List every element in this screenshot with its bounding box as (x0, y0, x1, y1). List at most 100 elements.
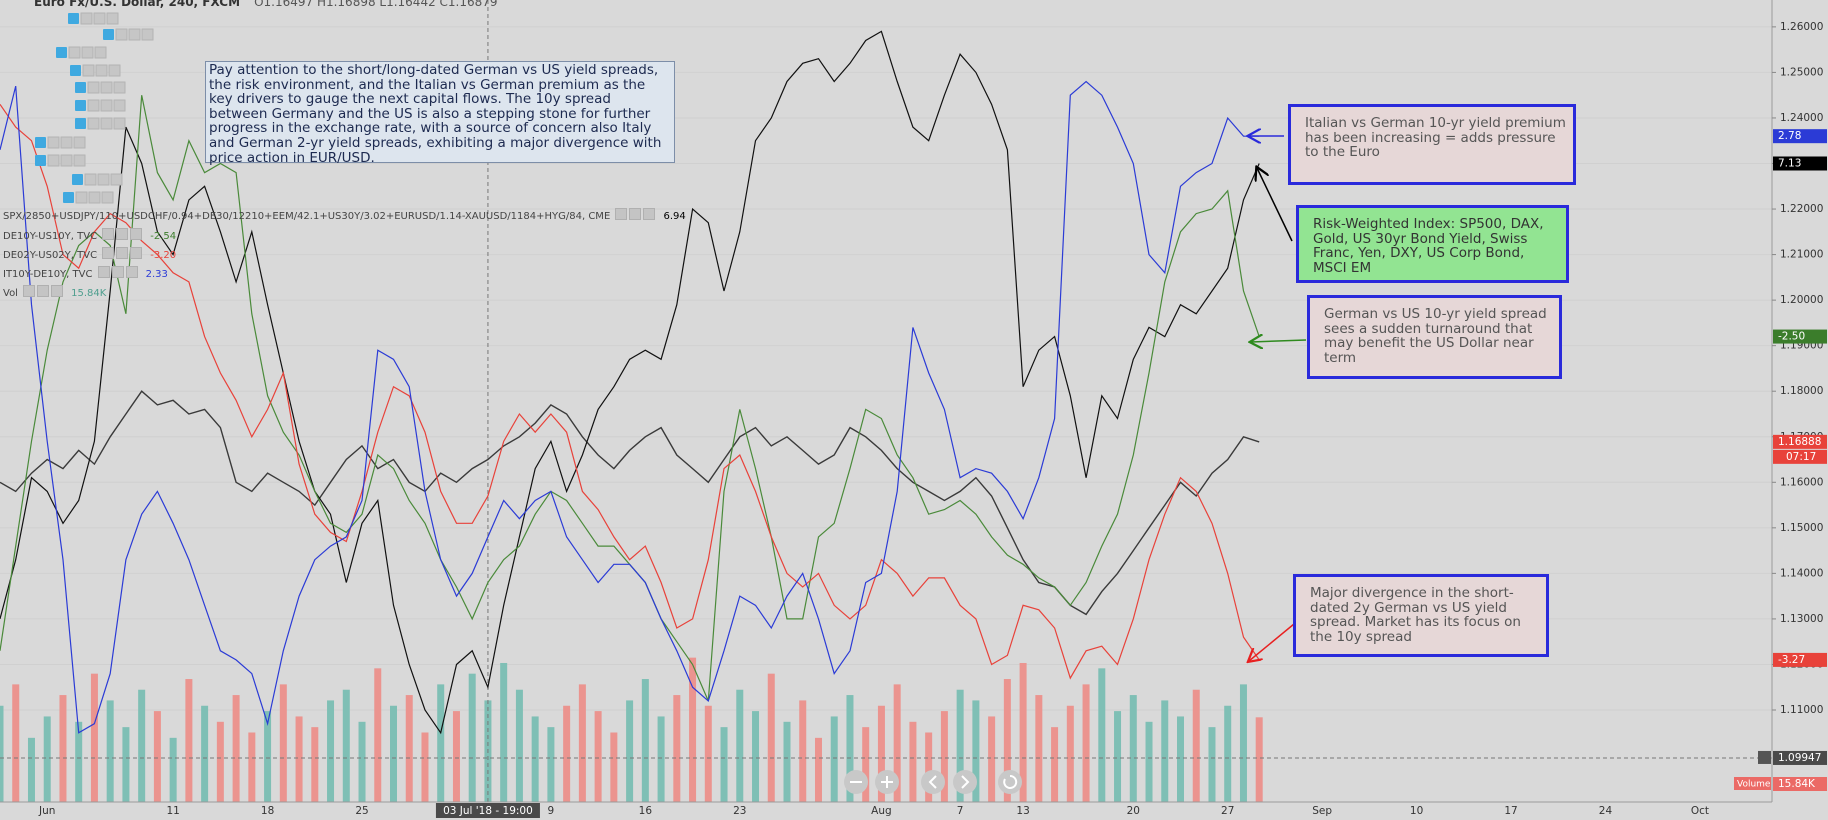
volume-bar (877, 705, 885, 802)
volume-bar (531, 716, 539, 802)
volume-bar (1082, 684, 1090, 802)
x-tick-label: 16 (639, 805, 653, 817)
volume-bar (264, 711, 272, 802)
crosshair-price-tag (1773, 750, 1827, 765)
x-tick-label: 10 (1410, 805, 1423, 817)
series-line (0, 390, 1260, 616)
study-icon (47, 136, 60, 149)
x-tick-label: Oct (1691, 805, 1709, 817)
study-icon (115, 28, 128, 41)
study-icon (87, 99, 100, 112)
volume-bar (437, 684, 445, 802)
last-price-label: 1.16888 (1778, 436, 1821, 448)
volume-bar (752, 711, 760, 802)
x-tick-label: 24 (1599, 805, 1613, 817)
volume-bar (626, 700, 634, 802)
volume-bar (1066, 705, 1074, 802)
y-tick-label: 1.24000 (1780, 112, 1823, 124)
last-value-label: 7.13 (1778, 157, 1801, 169)
study-icon (113, 117, 126, 130)
legend-row: DE02Y-US02Y, TVC -3.20 (3, 247, 176, 262)
y-tick-label: 1.13000 (1780, 613, 1823, 625)
volume-bar (515, 689, 523, 802)
study-icon (94, 46, 107, 59)
volume-bar (421, 732, 429, 802)
volume-bar (972, 700, 980, 802)
callout-risk: Risk-Weighted Index: SP500, DAX, Gold, U… (1296, 205, 1569, 283)
zoom-out-button[interactable] (844, 770, 868, 794)
legend-row: IT10Y-DE10Y, TVC 2.33 (3, 266, 168, 281)
study-icon (128, 28, 141, 41)
volume-bar (390, 705, 397, 802)
legend-value: 6.94 (663, 211, 686, 222)
y-tick-label: 1.20000 (1780, 294, 1823, 306)
volume-bar (327, 700, 335, 802)
volume-bar (1208, 727, 1216, 802)
study-icon (75, 82, 86, 93)
volume-bar (12, 684, 20, 802)
volume-bar (295, 716, 303, 802)
volume-bar (1129, 695, 1137, 802)
volume-bar (862, 727, 870, 802)
volume-bar (201, 705, 209, 802)
scroll-right-button[interactable] (953, 770, 977, 794)
volume-bar (405, 695, 413, 802)
legend-name: IT10Y-DE10Y, TVC (3, 269, 93, 280)
volume-bar (232, 695, 240, 802)
legend-name: Vol (3, 288, 18, 299)
reset-button[interactable] (998, 770, 1022, 794)
volume-bar (248, 732, 256, 802)
zoom-in-button[interactable] (875, 770, 899, 794)
volume-bar (1255, 717, 1263, 802)
x-tick-label: 25 (355, 805, 368, 817)
volume-bar (799, 700, 807, 802)
callout-german: German vs US 10-yr yield spread sees a s… (1307, 295, 1562, 379)
study-icon (68, 13, 79, 24)
volume-bar (75, 721, 83, 802)
study-icon (75, 118, 86, 129)
volume-bar (153, 711, 161, 802)
study-icon (101, 191, 114, 204)
x-tick-label: Jun (38, 805, 55, 817)
study-icon (113, 81, 126, 94)
volume-bar (1192, 689, 1200, 802)
study-icon (75, 100, 86, 111)
volume-bar (925, 732, 933, 802)
note-box: Pay attention to the short/long-dated Ge… (205, 61, 675, 165)
study-icon (141, 28, 154, 41)
study-icon (72, 174, 83, 185)
volume-bar (90, 673, 98, 802)
y-tick-label: 1.11000 (1780, 704, 1823, 716)
last-value-tag (1773, 329, 1827, 344)
legend-value: 2.33 (145, 269, 168, 280)
volume-bar (342, 689, 350, 802)
legend-name: SPX/2850+USDJPY/110+USDCHF/0.94+DE30/122… (3, 211, 611, 222)
study-icon (103, 29, 114, 40)
study-icon (82, 64, 95, 77)
last-value-label: -3.27 (1778, 654, 1805, 666)
volume-bar (43, 716, 51, 802)
volume-bar (940, 711, 948, 802)
y-tick-label: 1.26000 (1780, 21, 1823, 33)
volume-bar (1035, 695, 1043, 802)
y-tick-label: 1.18000 (1780, 385, 1823, 397)
last-value-tag (1773, 156, 1827, 171)
callout-italian: Italian vs German 10-yr yield premium ha… (1288, 104, 1576, 185)
volume-bar (468, 673, 476, 802)
study-icon (97, 173, 110, 186)
volume-bar (1161, 700, 1169, 802)
crosshair-plus (1758, 750, 1771, 764)
volume-bar (673, 695, 681, 802)
scroll-left-button[interactable] (921, 770, 945, 794)
volume-bar (767, 673, 775, 802)
study-icon (95, 64, 108, 77)
study-icon (100, 99, 113, 112)
volume-bar (594, 711, 602, 802)
study-icon (70, 65, 81, 76)
y-tick-label: 1.21000 (1780, 249, 1823, 261)
volume-bar (0, 705, 4, 802)
volume-bar (1003, 679, 1011, 802)
volume-bar (311, 727, 319, 802)
volume-bar (704, 705, 712, 802)
